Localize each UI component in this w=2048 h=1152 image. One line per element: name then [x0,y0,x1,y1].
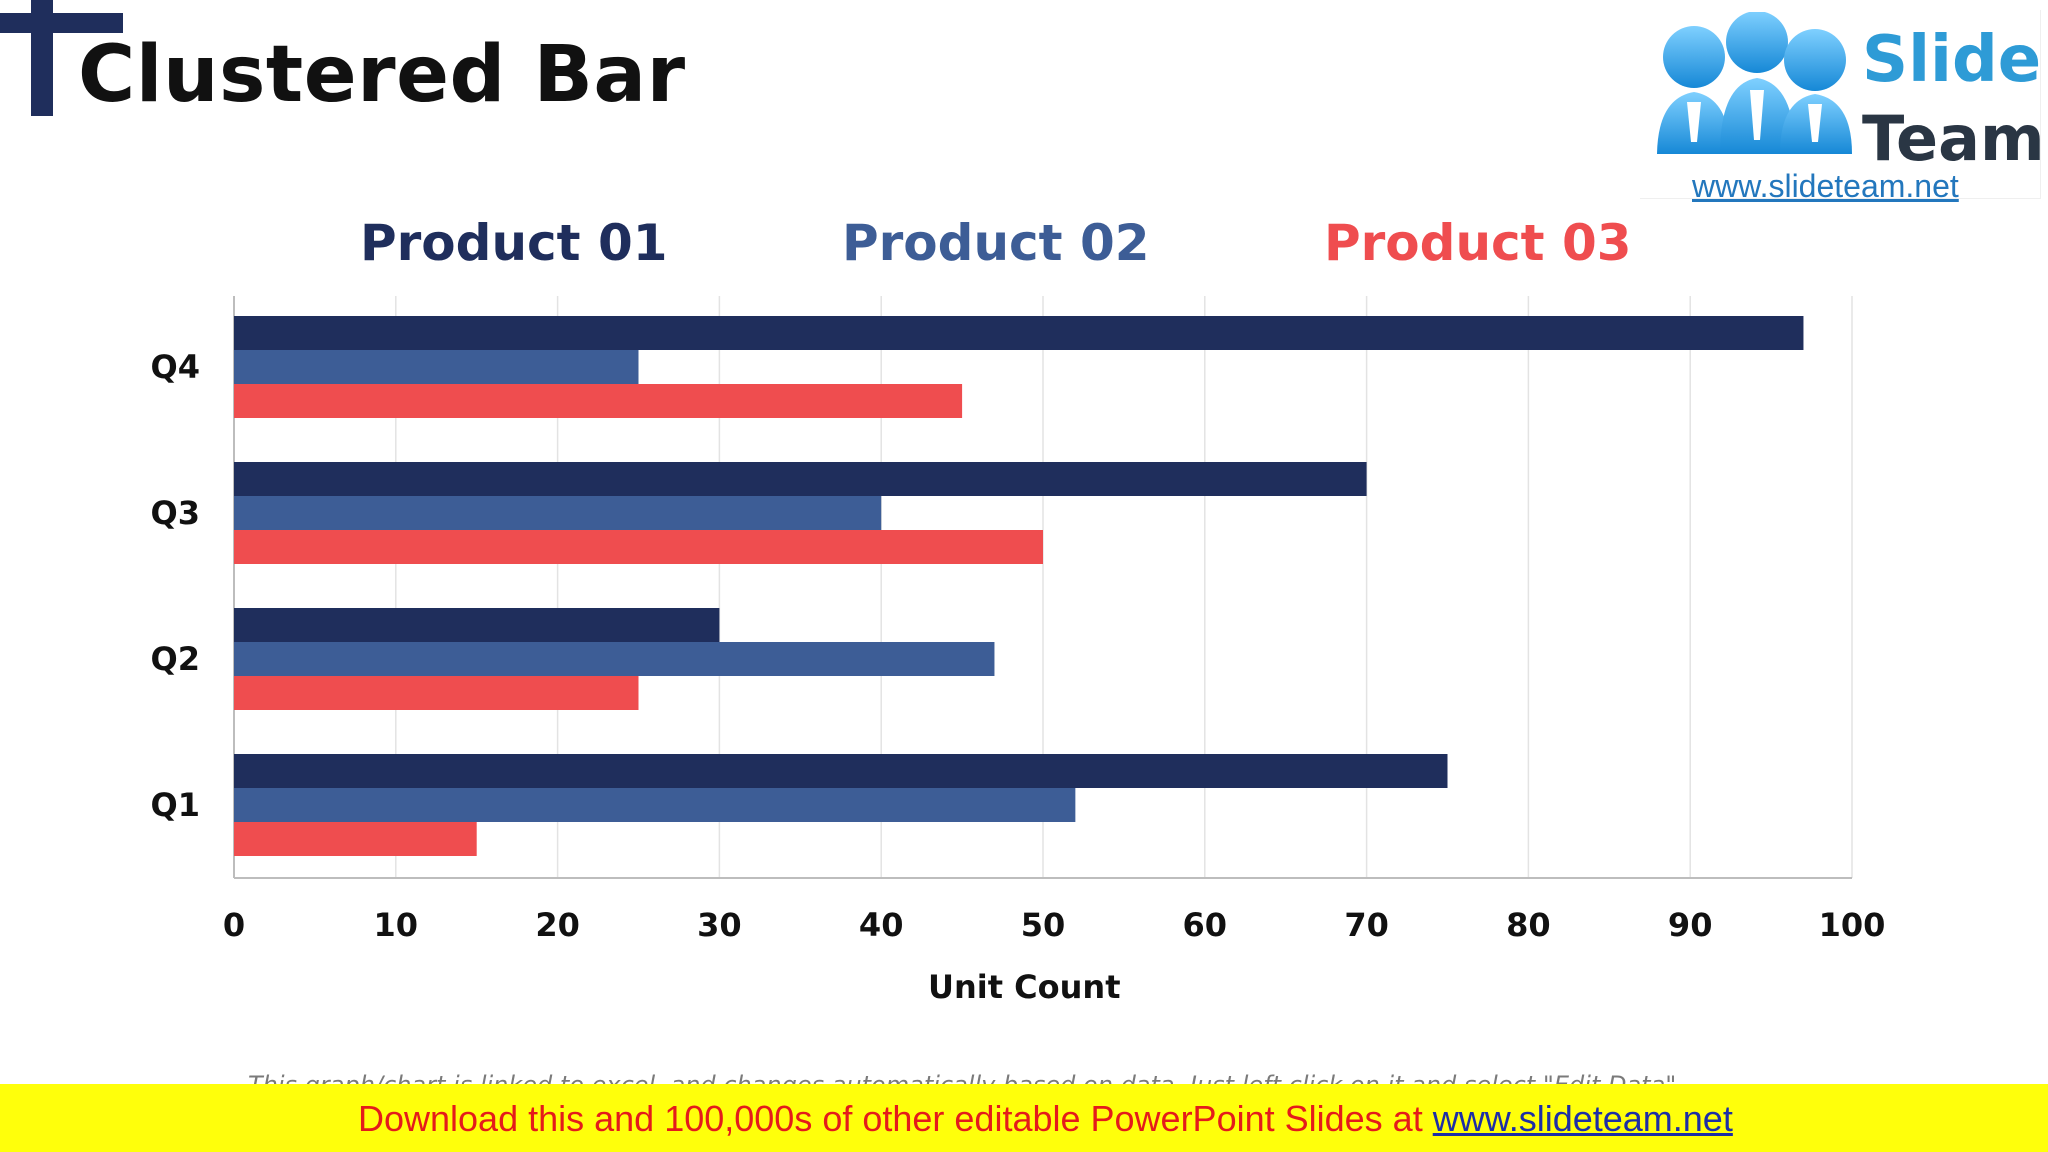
x-axis-title: Unit Count [928,968,1121,1006]
bar-q4-series-2 [234,350,639,384]
bar-q2-series-3 [234,676,639,710]
banner-text-line: Download this and 100,000s of other edit… [358,1098,1733,1140]
bar-q1-series-3 [234,822,477,856]
y-tick-label: Q2 [151,640,200,678]
legend-item-1: Product 01 [360,214,668,272]
y-tick-label: Q4 [151,348,200,386]
slideteam-logo: Slide Team www.slideteam.net [1640,10,2045,204]
logo-slide-word: Slide [1862,23,2042,97]
banner-message: Download this and 100,000s of other edit… [358,1098,1433,1139]
banner-website-link[interactable]: www.slideteam.net [1432,1098,1733,1139]
bar-q3-series-1 [234,462,1367,496]
bar-q3-series-3 [234,530,1043,564]
download-banner: Download this and 100,000s of other edit… [0,1084,2048,1152]
bar-q4-series-1 [234,316,1804,350]
people-icon [1657,12,1852,154]
x-tick-label: 30 [697,906,742,944]
bar-q3-series-2 [234,496,882,530]
x-tick-label: 20 [535,906,580,944]
x-tick-label: 0 [223,906,245,944]
x-tick-label: 80 [1506,906,1551,944]
title-accent-stem [31,0,53,116]
slide-title: Clustered Bar [78,30,686,120]
bar-q1-series-2 [234,788,1076,822]
title-corner-accent [0,0,125,120]
logo-website-link[interactable]: www.slideteam.net [1692,168,1959,204]
logo-team-word: Team [1862,102,2045,175]
legend-item-3: Product 03 [1324,214,1632,272]
y-tick-label: Q1 [151,786,200,824]
bar-q4-series-3 [234,384,963,418]
title-accent-bar [0,13,123,33]
legend-item-2: Product 02 [842,214,1150,272]
bar-q2-series-2 [234,642,995,676]
x-tick-label: 10 [374,906,419,944]
x-tick-label: 60 [1183,906,1228,944]
x-tick-label: 40 [859,906,904,944]
x-tick-label: 90 [1668,906,1713,944]
bar-q2-series-1 [234,608,720,642]
x-tick-label: 100 [1819,906,1886,944]
bar-q1-series-1 [234,754,1448,788]
x-tick-label: 70 [1344,906,1389,944]
y-tick-label: Q3 [151,494,200,532]
x-tick-label: 50 [1021,906,1066,944]
